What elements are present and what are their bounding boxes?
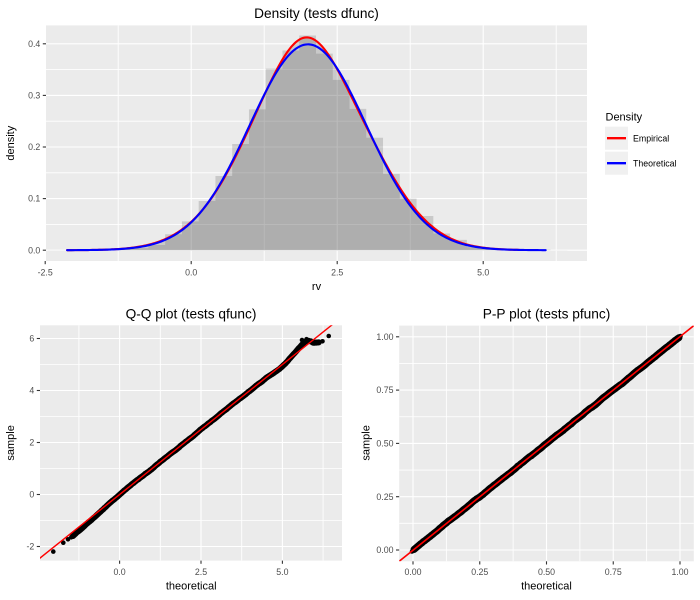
svg-text:Empirical: Empirical — [633, 133, 669, 143]
svg-text:0.1: 0.1 — [28, 194, 40, 204]
svg-text:Density: Density — [606, 112, 643, 124]
svg-text:rv: rv — [312, 281, 322, 293]
svg-text:0.0: 0.0 — [28, 245, 40, 255]
svg-text:4: 4 — [29, 386, 34, 396]
svg-text:0: 0 — [29, 490, 34, 500]
svg-text:2.5: 2.5 — [331, 268, 343, 278]
svg-text:0.00: 0.00 — [376, 545, 393, 555]
svg-text:0.00: 0.00 — [404, 567, 421, 577]
svg-text:P-P plot (tests pfunc): P-P plot (tests pfunc) — [483, 307, 611, 322]
svg-text:0.4: 0.4 — [28, 39, 40, 49]
svg-text:0.2: 0.2 — [28, 142, 40, 152]
svg-text:5.0: 5.0 — [477, 268, 489, 278]
svg-text:0.0: 0.0 — [113, 567, 125, 577]
svg-text:Q-Q plot (tests qfunc): Q-Q plot (tests qfunc) — [126, 307, 257, 322]
svg-text:5.0: 5.0 — [276, 567, 288, 577]
svg-text:Density (tests dfunc): Density (tests dfunc) — [254, 6, 379, 21]
svg-text:0.25: 0.25 — [376, 492, 393, 502]
svg-text:theoretical: theoretical — [521, 581, 572, 593]
svg-text:0.25: 0.25 — [471, 567, 488, 577]
svg-text:0.75: 0.75 — [376, 385, 393, 395]
svg-text:0.3: 0.3 — [28, 91, 40, 101]
svg-text:Theoretical: Theoretical — [633, 158, 677, 168]
svg-text:0.75: 0.75 — [605, 567, 622, 577]
svg-text:0.0: 0.0 — [185, 268, 197, 278]
svg-text:6: 6 — [29, 334, 34, 344]
svg-text:1.00: 1.00 — [671, 567, 688, 577]
svg-text:0.50: 0.50 — [376, 439, 393, 449]
svg-text:-2.5: -2.5 — [38, 268, 53, 278]
svg-text:0.50: 0.50 — [538, 567, 555, 577]
svg-text:theoretical: theoretical — [166, 581, 217, 593]
svg-text:-2: -2 — [26, 542, 34, 552]
svg-text:sample: sample — [361, 425, 373, 460]
svg-text:2: 2 — [29, 438, 34, 448]
svg-text:2.5: 2.5 — [195, 567, 207, 577]
svg-text:1.00: 1.00 — [376, 332, 393, 342]
svg-text:sample: sample — [5, 425, 17, 460]
svg-text:density: density — [5, 125, 17, 160]
